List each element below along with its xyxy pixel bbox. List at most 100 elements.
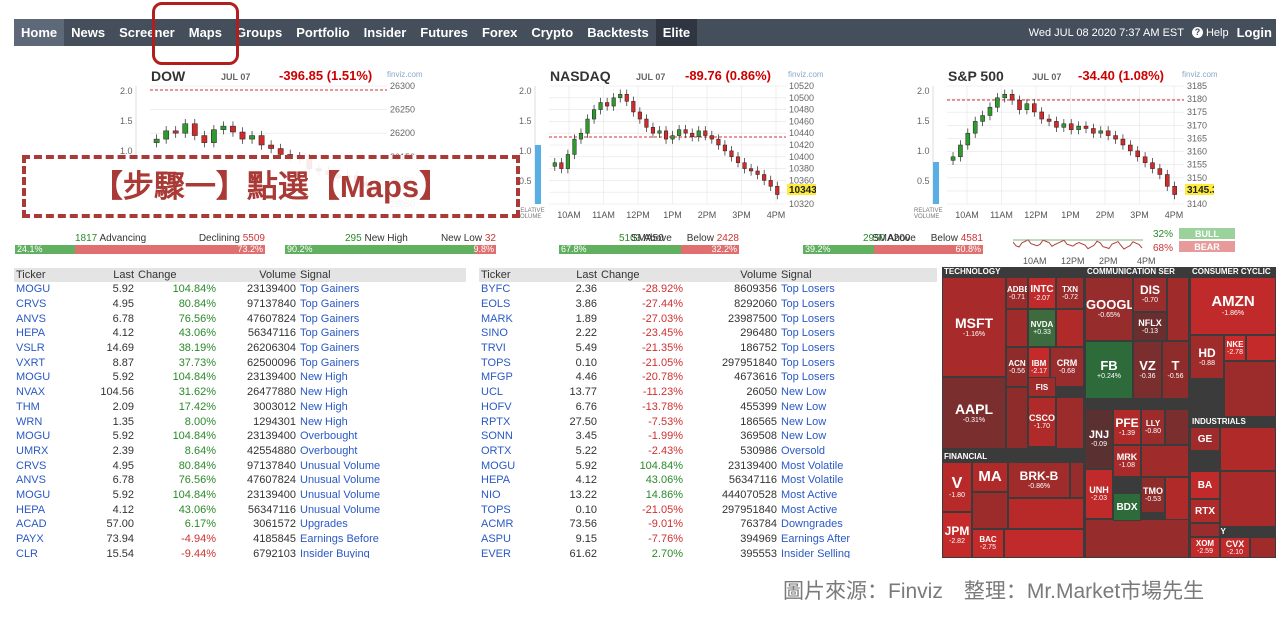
heatmap-tile-mrk[interactable]: MRK -1.08 (1113, 445, 1141, 477)
ticker-link[interactable]: NIO (481, 488, 501, 501)
ticker-link[interactable]: MFGP (481, 371, 513, 384)
sp500-heatmap[interactable]: TECHNOLOGY COMMUNICATION SER CONSUMER CYCL… (942, 267, 1276, 558)
column-header[interactable]: Signal (298, 268, 466, 282)
heatmap-tile[interactable] (1167, 277, 1189, 341)
heatmap-tile-cvx[interactable]: CVX -2.10 (1220, 537, 1250, 558)
table-row[interactable]: ACMR 73.56 -9.01% 763784 Downgrades (479, 517, 937, 532)
ticker-link[interactable]: ACMR (481, 518, 514, 531)
table-row[interactable]: MFGP 4.46 -20.78% 4673616 Top Losers (479, 370, 937, 385)
table-row[interactable]: HEPA 4.12 43.06% 56347116 Unusual Volume (14, 502, 466, 517)
heatmap-tile-jnj[interactable]: JNJ -0.09 (1085, 409, 1113, 469)
column-header[interactable]: Change (599, 268, 685, 282)
signal-link[interactable]: Top Gainers (300, 298, 360, 311)
table-row[interactable]: UCL 13.77 -11.23% 26050 New Low (479, 385, 937, 400)
signal-link[interactable]: Unusual Volume (300, 474, 381, 487)
signal-link[interactable]: Downgrades (781, 518, 843, 531)
table-row[interactable]: TOPS 0.10 -21.05% 297951840 Top Losers (479, 355, 937, 370)
heatmap-tile-v[interactable]: V -1.80 (942, 462, 972, 512)
login-link[interactable]: Login (1236, 25, 1272, 40)
heatmap-tile[interactable] (1070, 462, 1084, 498)
ticker-link[interactable]: TOPS (481, 356, 511, 369)
heatmap-tile[interactable] (1190, 523, 1220, 537)
heatmap-tile[interactable] (1056, 309, 1084, 347)
table-row[interactable]: HOFV 6.76 -13.78% 455399 New Low (479, 400, 937, 415)
heatmap-tile-nke[interactable]: NKE -2.78 (1224, 335, 1246, 361)
table-row[interactable]: TOPS 0.10 -21.05% 297951840 Most Active (479, 502, 937, 517)
heatmap-tile[interactable] (1056, 397, 1084, 449)
ticker-link[interactable]: ANVS (16, 312, 46, 325)
signal-link[interactable]: Overbought (300, 430, 358, 443)
table-row[interactable]: THM 2.09 17.42% 3003012 New High (14, 400, 466, 415)
sector-label[interactable]: COMMUNICATION SER (1085, 267, 1189, 277)
heatmap-tile-bdx[interactable]: BDX (1113, 493, 1141, 521)
heatmap-tile-dis[interactable]: DIS -0.70 (1133, 277, 1167, 312)
heatmap-tile-jpm[interactable]: JPM -2.82 (942, 512, 972, 558)
heatmap-tile-unh[interactable]: UNH -2.03 (1085, 469, 1113, 519)
heatmap-tile-rtx[interactable]: RTX (1190, 499, 1220, 523)
ticker-link[interactable]: NVAX (16, 386, 46, 399)
table-row[interactable]: CRVS 4.95 80.84% 97137840 Unusual Volume (14, 458, 466, 473)
heatmap-tile[interactable] (972, 492, 1008, 529)
nav-groups[interactable]: Groups (235, 25, 283, 40)
signal-link[interactable]: New High (300, 400, 348, 413)
ticker-link[interactable]: UCL (481, 386, 504, 399)
chart-nasdaq[interactable]: NASDAQ JUL 07 -89.76 (0.86%) finviz.com 1052… (516, 66, 824, 226)
column-header[interactable]: Volume (685, 268, 779, 282)
column-header[interactable]: Change (136, 268, 218, 282)
ticker-link[interactable]: ORTX (481, 444, 512, 457)
ticker-link[interactable]: CRVS (16, 298, 47, 311)
table-row[interactable]: MARK 1.89 -27.03% 23987500 Top Losers (479, 311, 937, 326)
table-row[interactable]: SINO 2.22 -23.45% 296480 Top Losers (479, 326, 937, 341)
signal-link[interactable]: Overbought (300, 444, 358, 457)
ticker-link[interactable]: HEPA (16, 327, 46, 340)
heatmap-tile-hd[interactable]: HD -0.88 (1190, 335, 1224, 379)
table-row[interactable]: MOGU 5.92 104.84% 23139400 Top Gainers (14, 282, 466, 297)
table-row[interactable]: WRN 1.35 8.00% 1294301 New High (14, 414, 466, 429)
ticker-link[interactable]: ACAD (16, 518, 47, 531)
heatmap-tile-ba[interactable]: BA (1190, 471, 1220, 499)
signal-link[interactable]: Unusual Volume (300, 488, 381, 501)
ticker-link[interactable]: EVER (481, 547, 511, 558)
signal-link[interactable]: Most Volatile (781, 459, 844, 472)
chart-s-p-500[interactable]: S&P 500 JUL 07 -34.40 (1.08%) finviz.com 318… (914, 66, 1218, 226)
column-header[interactable]: Last (549, 268, 599, 282)
heatmap-tile-pfe[interactable]: PFE -1.39 (1113, 409, 1141, 445)
ticker-link[interactable]: ANVS (16, 474, 46, 487)
heatmap-tile-fb[interactable]: FB +0.24% (1085, 341, 1133, 399)
nav-home[interactable]: Home (14, 19, 65, 46)
signal-link[interactable]: Top Gainers (300, 356, 360, 369)
ticker-link[interactable]: MOGU (16, 488, 51, 501)
nav-forex[interactable]: Forex (481, 25, 518, 40)
heatmap-tile[interactable] (1250, 537, 1276, 558)
table-row[interactable]: TRVI 5.49 -21.35% 186752 Top Losers (479, 341, 937, 356)
table-row[interactable]: ANVS 6.78 76.56% 47607824 Top Gainers (14, 311, 466, 326)
ticker-link[interactable]: HEPA (481, 474, 511, 487)
table-row[interactable]: PAYX 73.94 -4.94% 4185845 Earnings Before (14, 532, 466, 547)
heatmap-tile-nflx[interactable]: NFLX -0.13 (1133, 312, 1167, 341)
signal-link[interactable]: Earnings Before (300, 533, 379, 546)
signal-link[interactable]: Top Losers (781, 356, 835, 369)
table-row[interactable]: HEPA 4.12 43.06% 56347116 Most Volatile (479, 473, 937, 488)
signal-link[interactable]: New Low (781, 386, 827, 399)
heatmap-tile-lly[interactable]: LLY -0.80 (1141, 409, 1165, 445)
breadth-bar[interactable]: 2950 Above SMA200 Below 4581 39.2% 60.8% (803, 233, 983, 255)
column-header[interactable]: Ticker (14, 268, 84, 282)
table-row[interactable]: VXRT 8.87 37.73% 62500096 Top Gainers (14, 355, 466, 370)
ticker-link[interactable]: MOGU (16, 371, 51, 384)
signal-link[interactable]: Upgrades (300, 518, 348, 531)
sector-label[interactable]: INDUSTRIALS (1190, 417, 1276, 427)
ticker-link[interactable]: HOFV (481, 400, 512, 413)
ticker-link[interactable]: BYFC (481, 283, 511, 296)
signal-link[interactable]: Top Losers (781, 283, 835, 296)
ticker-link[interactable]: WRN (16, 415, 43, 428)
heatmap-tile[interactable] (1004, 529, 1084, 558)
column-header[interactable]: Ticker (479, 268, 549, 282)
signal-link[interactable]: Top Losers (781, 371, 835, 384)
heatmap-tile-tmo[interactable]: TMO -0.53 (1141, 477, 1165, 513)
table-row[interactable]: RPTX 27.50 -7.53% 186565 New Low (479, 414, 937, 429)
nav-crypto[interactable]: Crypto (531, 25, 574, 40)
column-header[interactable]: Signal (779, 268, 937, 282)
table-row[interactable]: MOGU 5.92 104.84% 23139400 Unusual Volume (14, 488, 466, 503)
table-row[interactable]: EOLS 3.86 -27.44% 8292060 Top Losers (479, 297, 937, 312)
ticker-link[interactable]: MOGU (16, 283, 51, 296)
